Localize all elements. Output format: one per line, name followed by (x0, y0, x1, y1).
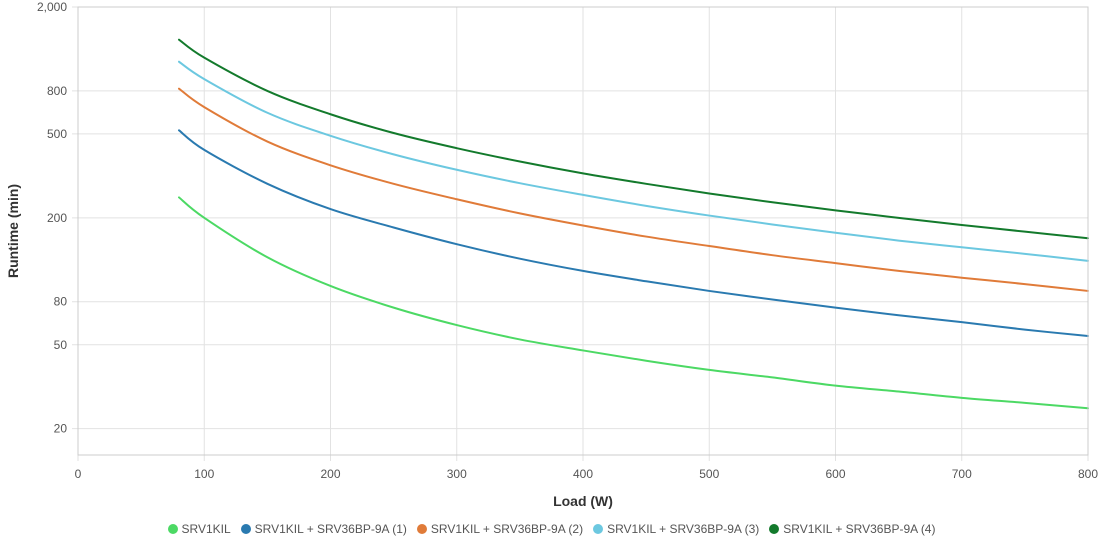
legend-label: SRV1KIL + SRV36BP-9A (3) (607, 522, 760, 536)
legend-marker (593, 524, 604, 534)
x-tick-label: 200 (320, 467, 340, 481)
legend-marker (167, 524, 178, 534)
x-tick-label: 800 (1078, 467, 1098, 481)
y-axis-title: Runtime (min) (5, 184, 21, 278)
legend-item-2[interactable]: SRV1KIL + SRV36BP-9A (1) (240, 522, 407, 536)
legend-marker (416, 524, 427, 534)
y-tick-label: 800 (47, 84, 67, 98)
legend-item-1[interactable]: SRV1KIL (167, 522, 231, 536)
y-tick-label: 200 (47, 211, 67, 225)
legend: SRV1KIL SRV1KIL + SRV36BP-9A (1) SRV1KIL +… (0, 522, 1103, 536)
legend-item-4[interactable]: SRV1KIL + SRV36BP-9A (3) (593, 522, 759, 536)
series-line-4 (178, 60, 1089, 262)
y-tick-label: 50 (54, 338, 68, 352)
x-tick-label: 300 (447, 467, 467, 481)
legend-item-3[interactable]: SRV1KIL + SRV36BP-9A (2) (416, 522, 584, 536)
x-axis-ticks: 0 100 200 300 400 500 600 700 800 (75, 467, 1099, 481)
x-tick-label: 600 (825, 467, 845, 481)
plot-frame (77, 6, 1089, 456)
legend-label: SRV1KIL (181, 522, 231, 536)
series-lines (178, 38, 1089, 410)
y-tick-label: 500 (47, 127, 67, 141)
series-line-5 (178, 38, 1089, 240)
y-tick-label: 20 (54, 422, 68, 436)
x-tick-label: 400 (573, 467, 593, 481)
x-tick-label: 0 (75, 467, 82, 481)
grid (72, 6, 1089, 461)
legend-item-5[interactable]: SRV1KIL + SRV36BP-9A (4) (769, 522, 935, 536)
legend-label: SRV1KIL + SRV36BP-9A (2) (430, 522, 584, 536)
legend-label: SRV1KIL + SRV36BP-9A (1) (254, 522, 407, 536)
x-tick-label: 100 (194, 467, 214, 481)
legend-marker (240, 524, 251, 534)
x-tick-label: 500 (699, 467, 719, 481)
y-tick-label: 80 (54, 295, 68, 309)
y-tick-label: 2,000 (37, 0, 67, 14)
legend-label: SRV1KIL + SRV36BP-9A (4) (783, 522, 936, 536)
legend-marker (769, 524, 780, 534)
y-axis-ticks: 20 50 80 200 500 800 2,000 (37, 0, 67, 436)
series-line-3 (178, 87, 1089, 292)
series-line-2 (178, 129, 1089, 338)
x-axis-title: Load (W) (553, 493, 613, 509)
x-tick-label: 700 (952, 467, 972, 481)
series-line-1 (178, 196, 1089, 410)
